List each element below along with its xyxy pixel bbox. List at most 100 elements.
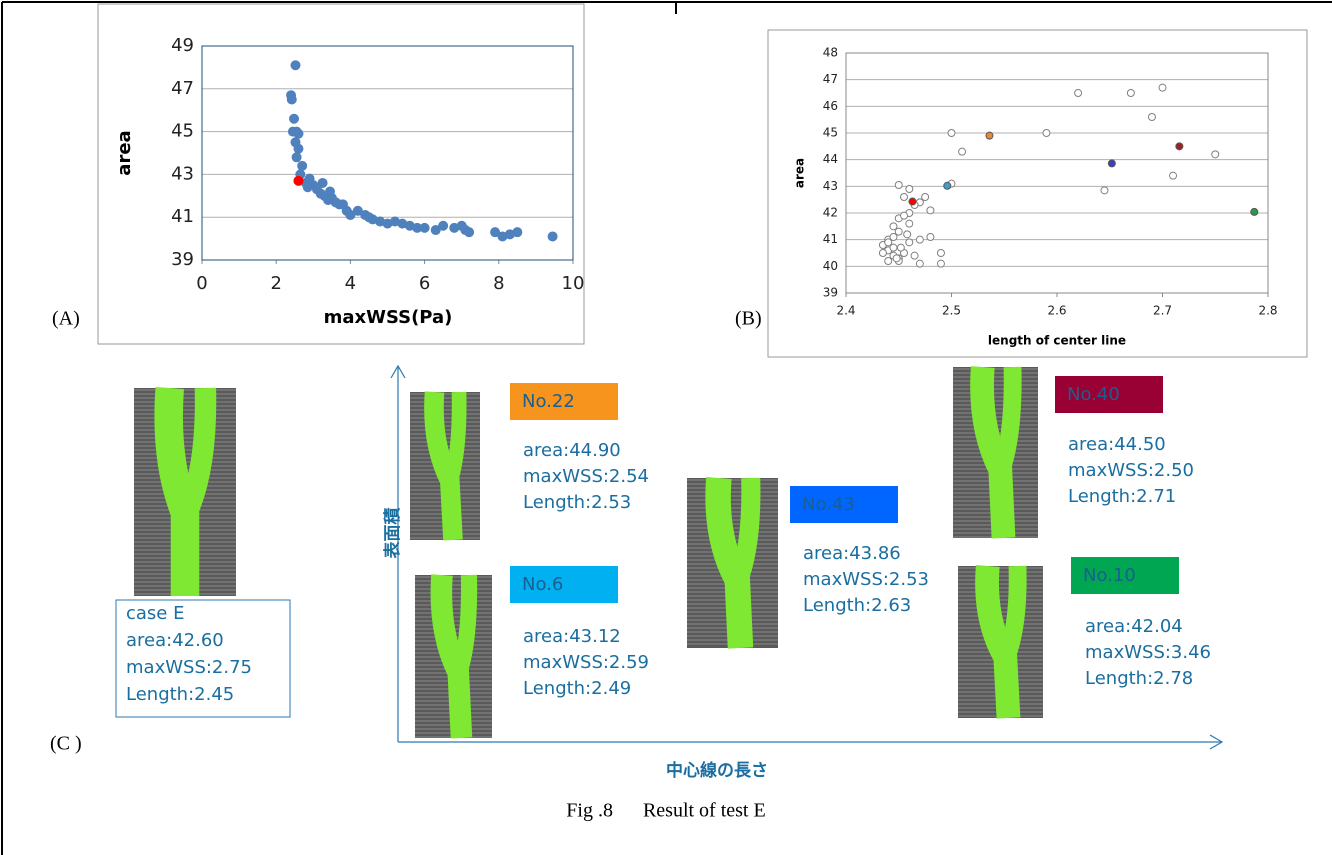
x-tick-label: 0 (196, 273, 207, 294)
point (291, 61, 300, 70)
point (937, 260, 944, 267)
case-info: area:43.12 (523, 626, 621, 647)
point (1176, 143, 1183, 150)
case-info: Length:2.49 (523, 678, 631, 699)
vessel-image (958, 566, 1043, 718)
point (1148, 114, 1155, 121)
case-info: Length:2.63 (803, 595, 911, 616)
point (290, 114, 299, 123)
vessel-image (953, 367, 1038, 538)
y-tick-label: 43 (171, 163, 194, 184)
point (906, 239, 913, 246)
case-info: area:43.86 (803, 543, 901, 564)
point (909, 198, 916, 205)
point (895, 182, 902, 189)
y-tick-label: 40 (823, 259, 838, 273)
point (1127, 90, 1134, 97)
axis-label: 表面積 (382, 507, 403, 559)
y-tick-label: 39 (171, 249, 194, 270)
caption: Fig .8 Result of test E (566, 800, 765, 822)
point (927, 207, 934, 214)
point (897, 244, 904, 251)
point (901, 212, 908, 219)
point (890, 223, 897, 230)
vessel-image (687, 478, 778, 648)
point (287, 95, 296, 104)
point (292, 153, 301, 162)
point (922, 194, 929, 201)
case-info: Length:2.71 (1068, 486, 1176, 507)
point (1251, 208, 1258, 215)
point (911, 252, 918, 259)
point (885, 239, 892, 246)
point (986, 132, 993, 139)
case-info: Length:2.53 (523, 492, 631, 513)
point (294, 176, 303, 185)
y-tick-label: 45 (171, 121, 194, 142)
reference-info: case E (126, 603, 184, 624)
y-tick-label: 41 (171, 206, 194, 227)
point (906, 220, 913, 227)
point (916, 260, 923, 267)
point (461, 226, 470, 235)
point (298, 161, 307, 170)
case-label: No.10 (1083, 565, 1136, 586)
y-tick-label: 45 (823, 126, 838, 140)
y-tick-label: 43 (823, 179, 838, 193)
point (895, 228, 902, 235)
x-axis-label: length of center line (988, 334, 1126, 348)
x-tick-label: 2.4 (836, 304, 855, 318)
y-axis-label: area (114, 130, 135, 175)
reference-info: Length:2.45 (126, 684, 234, 705)
case-label: No.43 (802, 494, 855, 515)
point (1212, 151, 1219, 158)
point (890, 234, 897, 241)
case-info: maxWSS:2.54 (523, 466, 649, 487)
point (294, 129, 303, 138)
point (318, 178, 327, 187)
point (1159, 84, 1166, 91)
x-axis-label: maxWSS(Pa) (324, 307, 453, 328)
case-info: maxWSS:2.53 (803, 569, 929, 590)
vessel-image (410, 392, 480, 540)
point (513, 228, 522, 237)
y-tick-label: 46 (823, 99, 838, 113)
point (904, 231, 911, 238)
case-label: No.6 (522, 574, 563, 595)
x-tick-label: 2.7 (1153, 304, 1172, 318)
vessel-branch (169, 388, 185, 596)
panel-label: (A) (52, 308, 80, 330)
point (303, 183, 312, 192)
point (927, 234, 934, 241)
point (294, 144, 303, 153)
y-tick-label: 39 (823, 286, 838, 300)
case-info: area:44.50 (1068, 434, 1166, 455)
point (906, 186, 913, 193)
point (948, 130, 955, 137)
x-tick-label: 2.8 (1258, 304, 1277, 318)
point (959, 148, 966, 155)
y-tick-label: 48 (823, 46, 838, 60)
point (901, 194, 908, 201)
point (1108, 160, 1115, 167)
point (893, 255, 900, 262)
x-tick-label: 2.6 (1047, 304, 1066, 318)
y-tick-label: 42 (823, 206, 838, 220)
x-tick-label: 4 (345, 273, 356, 294)
point (325, 187, 334, 196)
panel-label: (B) (735, 308, 762, 330)
axis-label: 中心線の長さ (666, 760, 768, 781)
vessel-image (134, 388, 236, 596)
y-axis-label: area (793, 158, 807, 188)
reference-info: area:42.60 (126, 630, 224, 651)
x-tick-label: 2 (270, 273, 281, 294)
reference-info: maxWSS:2.75 (126, 657, 252, 678)
y-tick-label: 44 (823, 152, 838, 166)
point (944, 182, 951, 189)
x-tick-label: 10 (562, 273, 585, 294)
case-info: maxWSS:2.50 (1068, 460, 1194, 481)
x-tick-label: 8 (493, 273, 504, 294)
point (1170, 172, 1177, 179)
vessel-image (415, 575, 492, 738)
y-tick-label: 47 (823, 72, 838, 86)
